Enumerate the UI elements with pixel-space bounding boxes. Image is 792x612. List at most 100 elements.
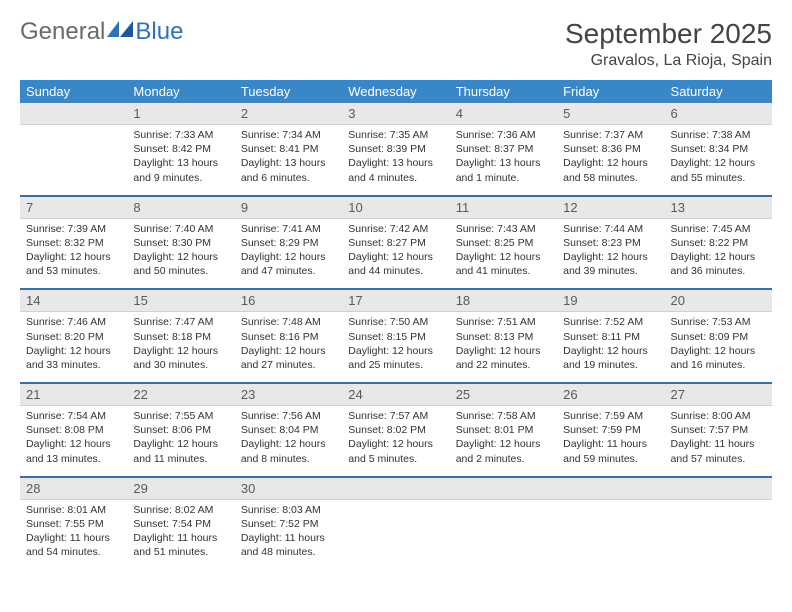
sunset-text: Sunset: 7:59 PM [563, 423, 658, 437]
day-number: 1 [127, 103, 234, 125]
sunrise-text: Sunrise: 7:52 AM [563, 315, 658, 329]
day-cell: Sunrise: 7:46 AMSunset: 8:20 PMDaylight:… [20, 312, 127, 384]
sunset-text: Sunset: 8:11 PM [563, 330, 658, 344]
weekday-header: Wednesday [342, 80, 449, 103]
day-number: 17 [342, 290, 449, 312]
sunset-text: Sunset: 8:04 PM [241, 423, 336, 437]
sunset-text: Sunset: 7:52 PM [241, 517, 336, 531]
day-number: 15 [127, 290, 234, 312]
sunrise-text: Sunrise: 7:33 AM [133, 128, 228, 142]
daylight-text: Daylight: 12 hours and 5 minutes. [348, 437, 443, 465]
day-number: 30 [235, 478, 342, 500]
header: General Blue September 2025 Gravalos, La… [20, 18, 772, 70]
sunset-text: Sunset: 8:32 PM [26, 236, 121, 250]
day-cell: Sunrise: 7:52 AMSunset: 8:11 PMDaylight:… [557, 312, 664, 384]
day-cell: Sunrise: 8:02 AMSunset: 7:54 PMDaylight:… [127, 500, 234, 570]
day-number [342, 478, 449, 500]
daylight-text: Daylight: 12 hours and 41 minutes. [456, 250, 551, 278]
sunrise-text: Sunrise: 7:45 AM [671, 222, 766, 236]
day-number: 27 [665, 384, 772, 406]
sunset-text: Sunset: 8:39 PM [348, 142, 443, 156]
daylight-text: Daylight: 12 hours and 25 minutes. [348, 344, 443, 372]
sunset-text: Sunset: 8:22 PM [671, 236, 766, 250]
day-number: 5 [557, 103, 664, 125]
day-cell: Sunrise: 7:36 AMSunset: 8:37 PMDaylight:… [450, 125, 557, 197]
day-number-row: 123456 [20, 103, 772, 125]
day-cell: Sunrise: 7:55 AMSunset: 8:06 PMDaylight:… [127, 406, 234, 478]
day-content-row: Sunrise: 7:33 AMSunset: 8:42 PMDaylight:… [20, 125, 772, 197]
day-cell: Sunrise: 7:59 AMSunset: 7:59 PMDaylight:… [557, 406, 664, 478]
day-number: 14 [20, 290, 127, 312]
day-cell: Sunrise: 7:54 AMSunset: 8:08 PMDaylight:… [20, 406, 127, 478]
daylight-text: Daylight: 13 hours and 6 minutes. [241, 156, 336, 184]
daylight-text: Daylight: 11 hours and 54 minutes. [26, 531, 121, 559]
day-cell: Sunrise: 7:41 AMSunset: 8:29 PMDaylight:… [235, 219, 342, 291]
daylight-text: Daylight: 13 hours and 4 minutes. [348, 156, 443, 184]
sunrise-text: Sunrise: 8:01 AM [26, 503, 121, 517]
daylight-text: Daylight: 12 hours and 39 minutes. [563, 250, 658, 278]
weekday-header: Tuesday [235, 80, 342, 103]
daylight-text: Daylight: 12 hours and 2 minutes. [456, 437, 551, 465]
day-number: 11 [450, 197, 557, 219]
day-number-row: 14151617181920 [20, 290, 772, 312]
sunrise-text: Sunrise: 7:37 AM [563, 128, 658, 142]
day-number: 21 [20, 384, 127, 406]
sunset-text: Sunset: 8:27 PM [348, 236, 443, 250]
sunrise-text: Sunrise: 7:53 AM [671, 315, 766, 329]
daylight-text: Daylight: 12 hours and 55 minutes. [671, 156, 766, 184]
sunset-text: Sunset: 7:57 PM [671, 423, 766, 437]
sunset-text: Sunset: 8:01 PM [456, 423, 551, 437]
weekday-header: Saturday [665, 80, 772, 103]
sunset-text: Sunset: 8:08 PM [26, 423, 121, 437]
day-cell [665, 500, 772, 570]
daylight-text: Daylight: 12 hours and 44 minutes. [348, 250, 443, 278]
weekday-header: Sunday [20, 80, 127, 103]
daylight-text: Daylight: 12 hours and 27 minutes. [241, 344, 336, 372]
day-cell: Sunrise: 8:03 AMSunset: 7:52 PMDaylight:… [235, 500, 342, 570]
day-cell [20, 125, 127, 197]
weekday-header: Monday [127, 80, 234, 103]
daylight-text: Daylight: 12 hours and 50 minutes. [133, 250, 228, 278]
sunset-text: Sunset: 8:30 PM [133, 236, 228, 250]
daylight-text: Daylight: 12 hours and 47 minutes. [241, 250, 336, 278]
day-number: 3 [342, 103, 449, 125]
sunset-text: Sunset: 8:42 PM [133, 142, 228, 156]
sunrise-text: Sunrise: 7:41 AM [241, 222, 336, 236]
day-number: 28 [20, 478, 127, 500]
month-title: September 2025 [565, 18, 772, 50]
sunrise-text: Sunrise: 7:47 AM [133, 315, 228, 329]
daylight-text: Daylight: 12 hours and 33 minutes. [26, 344, 121, 372]
daylight-text: Daylight: 11 hours and 51 minutes. [133, 531, 228, 559]
sunset-text: Sunset: 8:29 PM [241, 236, 336, 250]
daylight-text: Daylight: 13 hours and 9 minutes. [133, 156, 228, 184]
logo-text-general: General [20, 18, 105, 46]
daylight-text: Daylight: 12 hours and 8 minutes. [241, 437, 336, 465]
day-cell: Sunrise: 7:45 AMSunset: 8:22 PMDaylight:… [665, 219, 772, 291]
day-number: 16 [235, 290, 342, 312]
sunrise-text: Sunrise: 8:03 AM [241, 503, 336, 517]
sunset-text: Sunset: 8:41 PM [241, 142, 336, 156]
day-content-row: Sunrise: 7:46 AMSunset: 8:20 PMDaylight:… [20, 312, 772, 384]
sunrise-text: Sunrise: 7:43 AM [456, 222, 551, 236]
day-cell: Sunrise: 7:43 AMSunset: 8:25 PMDaylight:… [450, 219, 557, 291]
calendar-table: Sunday Monday Tuesday Wednesday Thursday… [20, 80, 772, 569]
day-cell: Sunrise: 7:38 AMSunset: 8:34 PMDaylight:… [665, 125, 772, 197]
day-number: 10 [342, 197, 449, 219]
day-cell: Sunrise: 7:40 AMSunset: 8:30 PMDaylight:… [127, 219, 234, 291]
sunset-text: Sunset: 8:18 PM [133, 330, 228, 344]
daylight-text: Daylight: 12 hours and 58 minutes. [563, 156, 658, 184]
daylight-text: Daylight: 11 hours and 59 minutes. [563, 437, 658, 465]
sunset-text: Sunset: 8:23 PM [563, 236, 658, 250]
sunset-text: Sunset: 8:36 PM [563, 142, 658, 156]
day-number: 9 [235, 197, 342, 219]
sunset-text: Sunset: 8:37 PM [456, 142, 551, 156]
daylight-text: Daylight: 13 hours and 1 minute. [456, 156, 551, 184]
sunrise-text: Sunrise: 8:02 AM [133, 503, 228, 517]
daylight-text: Daylight: 12 hours and 11 minutes. [133, 437, 228, 465]
day-number [665, 478, 772, 500]
daylight-text: Daylight: 12 hours and 19 minutes. [563, 344, 658, 372]
day-number: 18 [450, 290, 557, 312]
day-number: 20 [665, 290, 772, 312]
sunrise-text: Sunrise: 7:56 AM [241, 409, 336, 423]
sunset-text: Sunset: 8:02 PM [348, 423, 443, 437]
